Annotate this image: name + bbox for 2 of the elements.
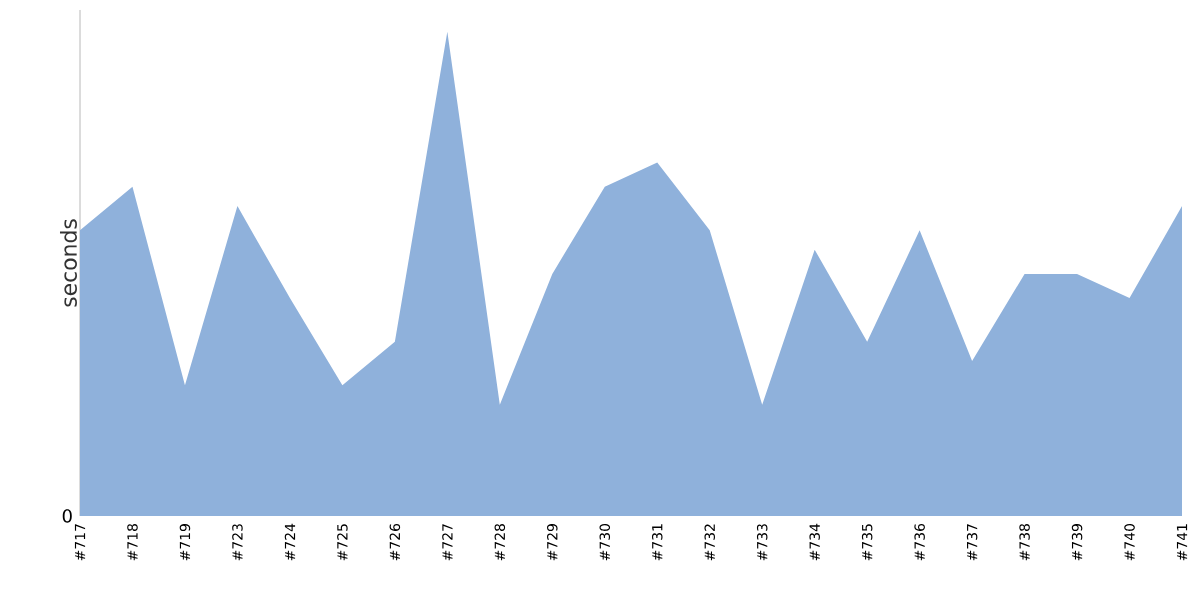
y-axis-title: seconds [59,219,77,307]
annotation: 0 [62,509,72,523]
